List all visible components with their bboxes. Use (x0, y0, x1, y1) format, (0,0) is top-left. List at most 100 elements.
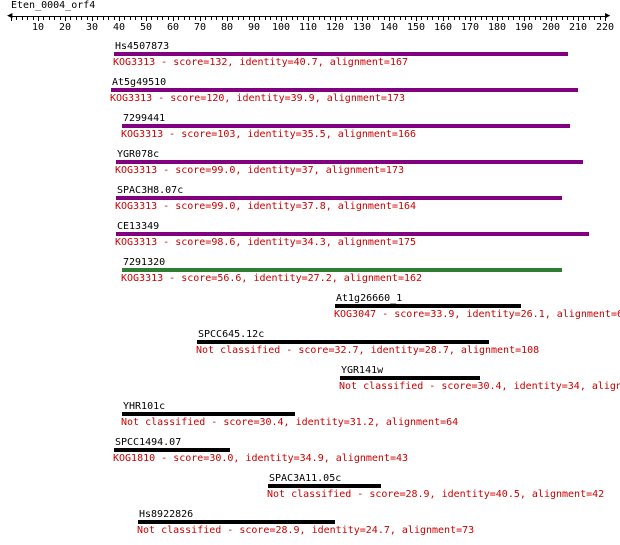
ruler-major-tick (308, 16, 309, 21)
hit-alignment-bar[interactable] (268, 484, 381, 488)
ruler-minor-tick (340, 17, 341, 20)
hit-name-label[interactable]: Hs8922826 (139, 509, 194, 520)
hit-name-label[interactable]: YGR078c (117, 149, 160, 160)
ruler-minor-tick (427, 17, 428, 20)
hit-name-label[interactable]: CE13349 (117, 221, 160, 232)
ruler-minor-tick (276, 17, 277, 20)
ruler-minor-tick (513, 17, 514, 20)
ruler-minor-tick (70, 17, 71, 20)
ruler-tick-label: 20 (59, 22, 72, 33)
ruler-minor-tick (157, 17, 158, 20)
query-title: Eten_0004_orf4 (11, 0, 96, 11)
ruler-minor-tick (232, 17, 233, 20)
ruler-minor-tick (103, 17, 104, 20)
hit-alignment-bar[interactable] (138, 520, 335, 524)
ruler-minor-tick (529, 17, 530, 20)
hit-alignment-bar[interactable] (114, 52, 568, 56)
ruler-minor-tick (297, 17, 298, 20)
hit-alignment-bar[interactable] (122, 412, 295, 416)
hit-name-label[interactable]: YHR101c (123, 401, 166, 412)
hit-name-label[interactable]: SPAC3A11.05c (269, 473, 342, 484)
ruler-minor-tick (540, 17, 541, 20)
hit-name-label[interactable]: SPCC645.12c (198, 329, 265, 340)
ruler-tick-label: 180 (488, 22, 507, 33)
ruler-minor-tick (238, 17, 239, 20)
ruler-minor-tick (357, 17, 358, 20)
ruler-minor-tick (373, 17, 374, 20)
ruler-minor-tick (259, 17, 260, 20)
ruler-minor-tick (448, 17, 449, 20)
ruler-minor-tick (184, 17, 185, 20)
ruler-tick-label: 100 (272, 22, 291, 33)
ruler-tick-label: 220 (596, 22, 615, 33)
hit-name-label[interactable]: YGR141w (341, 365, 384, 376)
ruler-minor-tick (49, 17, 50, 20)
hit-alignment-bar[interactable] (122, 268, 562, 272)
hit-description: KOG3313 - score=120, identity=39.9, alig… (110, 93, 406, 104)
ruler-major-tick (416, 16, 417, 21)
hit-description: KOG3313 - score=99.0, identity=37.8, ali… (115, 201, 417, 212)
ruler-tick-label: 110 (299, 22, 318, 33)
ruler-major-tick (119, 16, 120, 21)
ruler-minor-tick (22, 17, 23, 20)
hit-alignment-bar[interactable] (340, 376, 480, 380)
ruler-minor-tick (535, 17, 536, 20)
ruler-minor-tick (151, 17, 152, 20)
hit-alignment-bar[interactable] (122, 124, 570, 128)
hit-name-label[interactable]: SPCC1494.07 (115, 437, 182, 448)
hit-alignment-bar[interactable] (116, 196, 562, 200)
ruler-tick-label: 10 (32, 22, 45, 33)
ruler-minor-tick (270, 17, 271, 20)
hit-alignment-bar[interactable] (114, 448, 230, 452)
ruler-tick-label: 60 (167, 22, 180, 33)
hit-description: KOG1810 - score=30.0, identity=34.9, ali… (113, 453, 409, 464)
ruler-major-tick (551, 16, 552, 21)
ruler-minor-tick (508, 17, 509, 20)
ruler-minor-tick (454, 17, 455, 20)
ruler-tick-label: 140 (380, 22, 399, 33)
ruler-minor-tick (400, 17, 401, 20)
ruler-major-tick (11, 16, 12, 21)
ruler-minor-tick (313, 17, 314, 20)
ruler-minor-tick (486, 17, 487, 20)
ruler-minor-tick (421, 17, 422, 20)
ruler-minor-tick (567, 17, 568, 20)
ruler-minor-tick (346, 17, 347, 20)
ruler-minor-tick (76, 17, 77, 20)
ruler-minor-tick (502, 17, 503, 20)
hit-name-label[interactable]: 7291320 (123, 257, 166, 268)
ruler-major-tick (281, 16, 282, 21)
ruler-major-tick (65, 16, 66, 21)
ruler-tick-label: 130 (353, 22, 372, 33)
ruler-minor-tick (265, 17, 266, 20)
hit-alignment-bar[interactable] (335, 304, 521, 308)
ruler-minor-tick (292, 17, 293, 20)
ruler-minor-tick (319, 17, 320, 20)
hit-name-label[interactable]: SPAC3H8.07c (117, 185, 184, 196)
hit-alignment-bar[interactable] (111, 88, 578, 92)
ruler-minor-tick (324, 17, 325, 20)
ruler-minor-tick (411, 17, 412, 20)
hit-name-label[interactable]: At5g49510 (112, 77, 167, 88)
ruler-minor-tick (216, 17, 217, 20)
ruler-major-tick (146, 16, 147, 21)
hit-description: Not classified - score=28.9, identity=40… (267, 489, 605, 500)
ruler-minor-tick (492, 17, 493, 20)
hit-alignment-bar[interactable] (116, 232, 589, 236)
ruler-minor-tick (87, 17, 88, 20)
ruler-minor-tick (465, 17, 466, 20)
hit-name-label[interactable]: At1g26660_1 (336, 293, 403, 304)
ruler-minor-tick (243, 17, 244, 20)
hit-name-label[interactable]: Hs4507873 (115, 41, 170, 52)
ruler-minor-tick (583, 17, 584, 20)
ruler-tick-label: 170 (461, 22, 480, 33)
ruler-major-tick (470, 16, 471, 21)
hit-name-label[interactable]: 7299441 (123, 113, 166, 124)
ruler-left-arrow-icon: ◀ (7, 11, 13, 21)
ruler-major-tick (335, 16, 336, 21)
ruler-minor-tick (394, 17, 395, 20)
ruler-major-tick (362, 16, 363, 21)
ruler-minor-tick (168, 17, 169, 20)
hit-alignment-bar[interactable] (197, 340, 489, 344)
hit-alignment-bar[interactable] (116, 160, 583, 164)
